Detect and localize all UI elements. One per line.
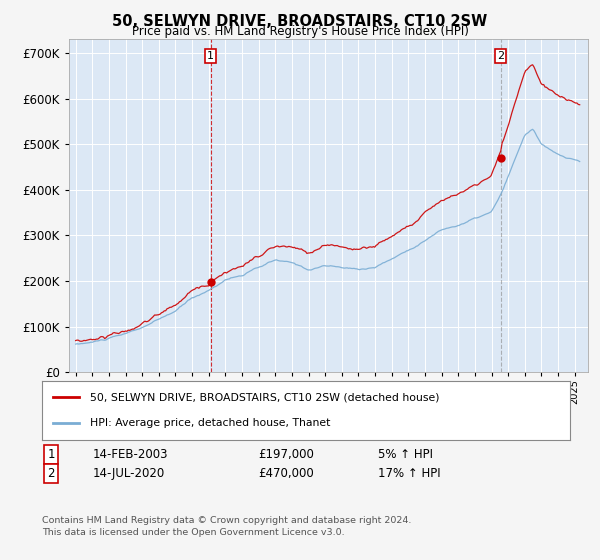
Text: 2: 2 <box>47 466 55 480</box>
Text: 2: 2 <box>497 51 504 61</box>
Text: 5% ↑ HPI: 5% ↑ HPI <box>378 448 433 461</box>
Text: 1: 1 <box>47 448 55 461</box>
Text: 50, SELWYN DRIVE, BROADSTAIRS, CT10 2SW: 50, SELWYN DRIVE, BROADSTAIRS, CT10 2SW <box>112 14 488 29</box>
Text: 17% ↑ HPI: 17% ↑ HPI <box>378 466 440 480</box>
Text: 1: 1 <box>207 51 214 61</box>
Text: 14-JUL-2020: 14-JUL-2020 <box>93 466 165 480</box>
Text: £197,000: £197,000 <box>258 448 314 461</box>
Text: HPI: Average price, detached house, Thanet: HPI: Average price, detached house, Than… <box>89 418 330 428</box>
Text: £470,000: £470,000 <box>258 466 314 480</box>
Text: Contains HM Land Registry data © Crown copyright and database right 2024.
This d: Contains HM Land Registry data © Crown c… <box>42 516 412 537</box>
Text: 14-FEB-2003: 14-FEB-2003 <box>93 448 169 461</box>
Text: Price paid vs. HM Land Registry's House Price Index (HPI): Price paid vs. HM Land Registry's House … <box>131 25 469 38</box>
Text: 50, SELWYN DRIVE, BROADSTAIRS, CT10 2SW (detached house): 50, SELWYN DRIVE, BROADSTAIRS, CT10 2SW … <box>89 392 439 402</box>
